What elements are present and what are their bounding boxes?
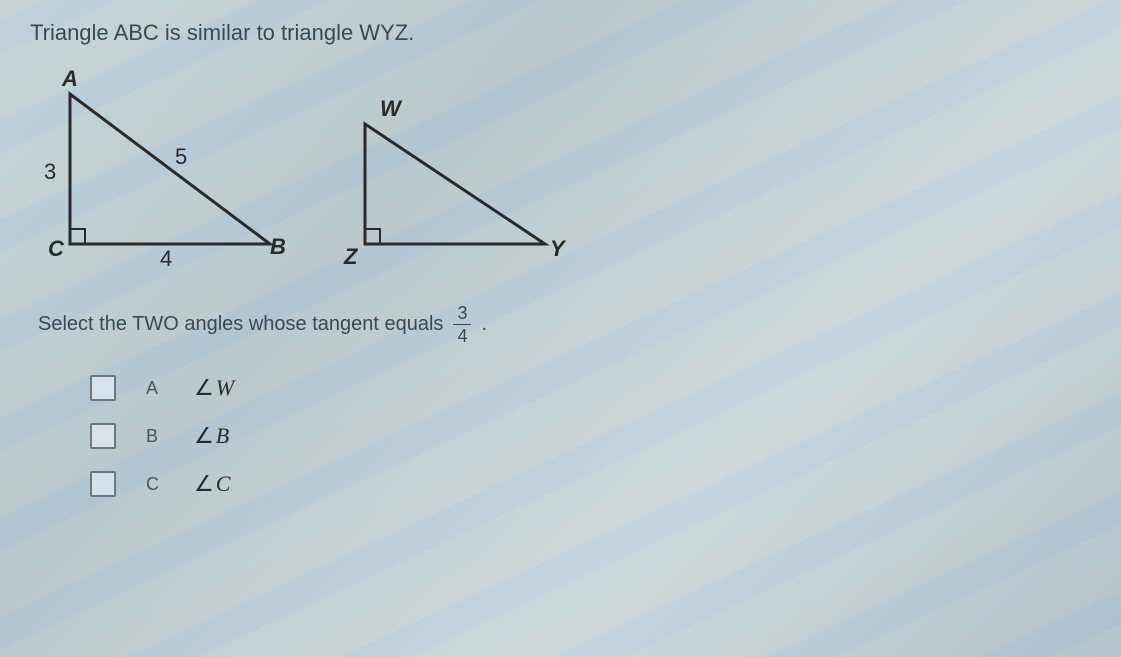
option-a-value: ∠W	[194, 375, 234, 401]
select-instruction: Select the TWO angles whose tangent equa…	[38, 304, 1091, 345]
option-b-letter: B	[146, 426, 164, 447]
vertex-b: B	[270, 234, 286, 260]
fraction-numerator: 3	[453, 304, 471, 325]
option-c-letter: C	[146, 474, 164, 495]
fraction-denominator: 4	[457, 325, 467, 345]
vertex-c: C	[48, 236, 64, 262]
triangles-diagram: A B C 3 4 5 W Y Z	[40, 74, 1091, 264]
triangle-wyz-svg	[340, 94, 560, 264]
option-c-value: ∠C	[194, 471, 230, 497]
triangle-abc-svg	[40, 74, 280, 264]
vertex-z: Z	[344, 244, 357, 270]
question-prompt: Triangle ABC is similar to triangle WYZ.	[30, 20, 1091, 46]
option-b-row: B ∠B	[90, 423, 1091, 449]
option-b-value: ∠B	[194, 423, 229, 449]
vertex-w: W	[380, 96, 401, 122]
select-text: Select the TWO angles whose tangent equa…	[38, 313, 443, 336]
side-cb: 4	[160, 246, 172, 272]
option-c-row: C ∠C	[90, 471, 1091, 497]
answer-options: A ∠W B ∠B C ∠C	[90, 375, 1091, 497]
triangle-abc: A B C 3 4 5	[40, 74, 280, 264]
vertex-y: Y	[550, 236, 565, 262]
side-ab: 5	[175, 144, 187, 170]
option-a-letter: A	[146, 378, 164, 399]
question-content: Triangle ABC is similar to triangle WYZ.…	[30, 20, 1091, 497]
fraction: 3 4	[453, 304, 471, 345]
option-b-checkbox[interactable]	[90, 423, 116, 449]
option-c-checkbox[interactable]	[90, 471, 116, 497]
triangle-wyz: W Y Z	[340, 94, 560, 264]
vertex-a: A	[62, 66, 78, 92]
option-a-row: A ∠W	[90, 375, 1091, 401]
trailing-punct: .	[481, 313, 487, 336]
option-a-checkbox[interactable]	[90, 375, 116, 401]
side-ac: 3	[44, 159, 56, 185]
